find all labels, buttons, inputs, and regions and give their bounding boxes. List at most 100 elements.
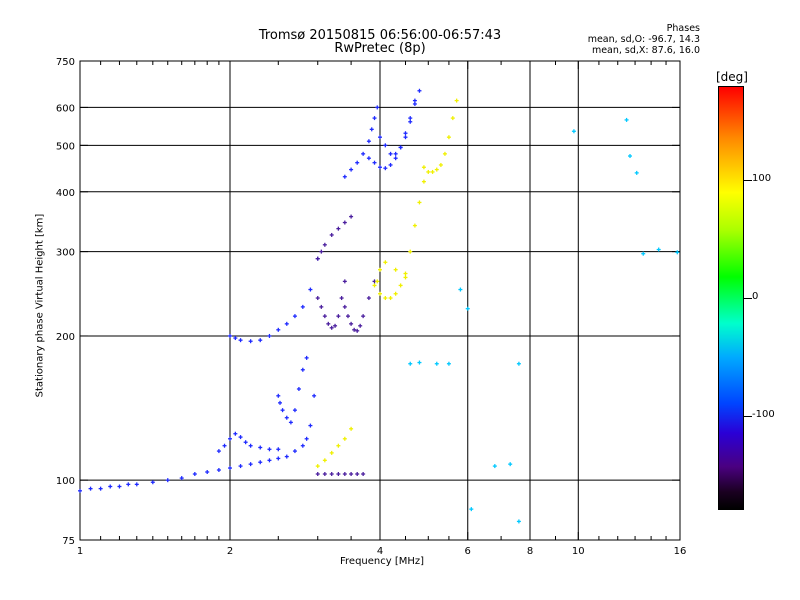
- y-tick-label: 300: [56, 248, 75, 259]
- data-point: [222, 443, 227, 448]
- data-point: [403, 271, 408, 276]
- data-point: [656, 247, 661, 252]
- data-point: [361, 472, 366, 477]
- data-point: [78, 488, 82, 493]
- data-point: [319, 304, 324, 309]
- data-point: [248, 443, 253, 448]
- data-point: [516, 361, 521, 366]
- data-point: [228, 333, 232, 338]
- data-point: [150, 480, 155, 485]
- data-point: [383, 166, 388, 171]
- data-point: [336, 443, 341, 448]
- data-point: [315, 464, 320, 469]
- chart-title: Tromsø 20150815 06:56:00-06:57:43: [258, 28, 502, 43]
- colorbar-tick-label: 100: [752, 173, 772, 185]
- data-point: [134, 482, 139, 487]
- data-point: [336, 226, 341, 231]
- x-tick-label: 6: [465, 546, 471, 557]
- data-point: [349, 472, 354, 477]
- data-point: [284, 415, 289, 420]
- data-point: [300, 443, 305, 448]
- data-point: [342, 220, 347, 225]
- data-point: [312, 393, 317, 398]
- data-point: [393, 156, 398, 161]
- data-point: [276, 456, 281, 461]
- data-point: [571, 129, 576, 134]
- colorbar-tick: [744, 298, 752, 299]
- x-tick-label: 10: [572, 546, 585, 557]
- y-tick-label: 100: [56, 476, 75, 487]
- data-point: [292, 408, 297, 413]
- data-point: [446, 361, 451, 366]
- data-point: [375, 105, 380, 110]
- data-point: [258, 460, 263, 465]
- data-point: [276, 327, 281, 332]
- data-point: [336, 314, 341, 319]
- data-point: [179, 476, 184, 481]
- data-point: [628, 154, 633, 159]
- data-point: [108, 484, 113, 489]
- data-point: [88, 486, 93, 491]
- data-point: [378, 267, 382, 272]
- data-point: [675, 250, 680, 255]
- data-point: [345, 314, 350, 319]
- data-point: [372, 283, 377, 288]
- data-point: [342, 472, 347, 477]
- data-point: [383, 296, 388, 301]
- data-point: [355, 472, 360, 477]
- colorbar-tick: [744, 415, 752, 417]
- data-point: [233, 336, 238, 341]
- data-point: [454, 98, 459, 103]
- data-point: [329, 232, 334, 237]
- data-point: [326, 321, 331, 326]
- data-point: [412, 98, 417, 103]
- y-tick-label: 750: [56, 57, 75, 68]
- data-point: [393, 291, 398, 296]
- data-point: [238, 435, 243, 440]
- data-point: [304, 436, 309, 441]
- data-point: [349, 167, 354, 172]
- data-point: [426, 169, 431, 174]
- data-point: [216, 468, 221, 473]
- data-point: [417, 200, 422, 205]
- data-point: [126, 482, 131, 487]
- data-point: [361, 151, 366, 156]
- data-point: [339, 296, 344, 301]
- data-point: [366, 156, 371, 161]
- data-point: [408, 116, 413, 121]
- data-point: [276, 393, 281, 398]
- data-point: [383, 143, 388, 148]
- data-point: [258, 338, 263, 343]
- data-point: [329, 450, 334, 455]
- colorbar-tick-label: 0: [752, 291, 759, 302]
- data-point: [378, 135, 382, 140]
- y-tick-label: 500: [56, 141, 75, 152]
- data-point: [322, 242, 327, 247]
- data-point: [372, 160, 377, 165]
- colorbar-unit-label: [deg]: [716, 70, 748, 84]
- phases-heading: Phases: [666, 23, 700, 34]
- data-point: [165, 478, 170, 483]
- data-point: [388, 151, 393, 156]
- data-point: [438, 162, 443, 167]
- data-point: [267, 447, 272, 452]
- data-point: [342, 304, 347, 309]
- data-point: [322, 458, 327, 463]
- x-tick-label: 2: [227, 546, 233, 557]
- data-point: [228, 436, 232, 441]
- data-point: [358, 323, 363, 328]
- data-point: [233, 431, 238, 436]
- data-point: [315, 256, 320, 261]
- x-tick-label: 1: [77, 546, 83, 557]
- data-point: [355, 328, 360, 333]
- data-point: [361, 314, 366, 319]
- data-point: [508, 462, 513, 467]
- data-point: [349, 214, 354, 219]
- data-point: [450, 116, 455, 121]
- data-point: [336, 472, 341, 477]
- data-point: [292, 314, 297, 319]
- data-point: [408, 119, 413, 124]
- data-point: [403, 275, 408, 280]
